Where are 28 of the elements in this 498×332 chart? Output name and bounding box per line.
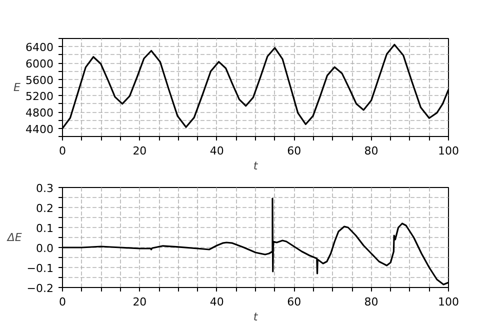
y-tick-label: 4800 [26, 106, 54, 120]
x-tick-label: 60 [287, 296, 302, 308]
y-tick-label: 5200 [26, 90, 54, 104]
y-axis-title: E [14, 81, 21, 94]
y-tick-label: 0.3 [36, 182, 54, 195]
x-tick-label: 0 [59, 144, 66, 158]
x-tick-label: 80 [364, 296, 378, 308]
x-tick-label: 60 [287, 144, 302, 158]
y-tick-label: −0.2 [26, 282, 54, 295]
y-tick-label: 5600 [26, 74, 54, 87]
x-tick-label: 20 [132, 296, 147, 308]
y-tick-label: 6400 [26, 41, 54, 54]
y-tick-label: −0.1 [26, 262, 54, 275]
x-tick-label: 80 [364, 144, 378, 158]
y-axis-title: ΔE [6, 231, 22, 244]
x-axis-title: t [253, 160, 258, 172]
y-tick-label: 6000 [26, 58, 54, 70]
x-tick-label: 0 [59, 296, 66, 308]
x-tick-label: 20 [132, 144, 147, 158]
y-tick-label: 0.1 [36, 222, 54, 235]
y-tick-label: 0.0 [36, 242, 54, 255]
y-tick-label: 4400 [26, 122, 54, 136]
x-tick-label: 40 [210, 296, 224, 308]
x-axis-title: t [253, 310, 258, 324]
y-tick-label: 0.2 [36, 202, 54, 215]
x-tick-label: 40 [210, 144, 224, 158]
x-tick-label: 100 [438, 144, 459, 158]
x-tick-label: 100 [438, 296, 459, 308]
